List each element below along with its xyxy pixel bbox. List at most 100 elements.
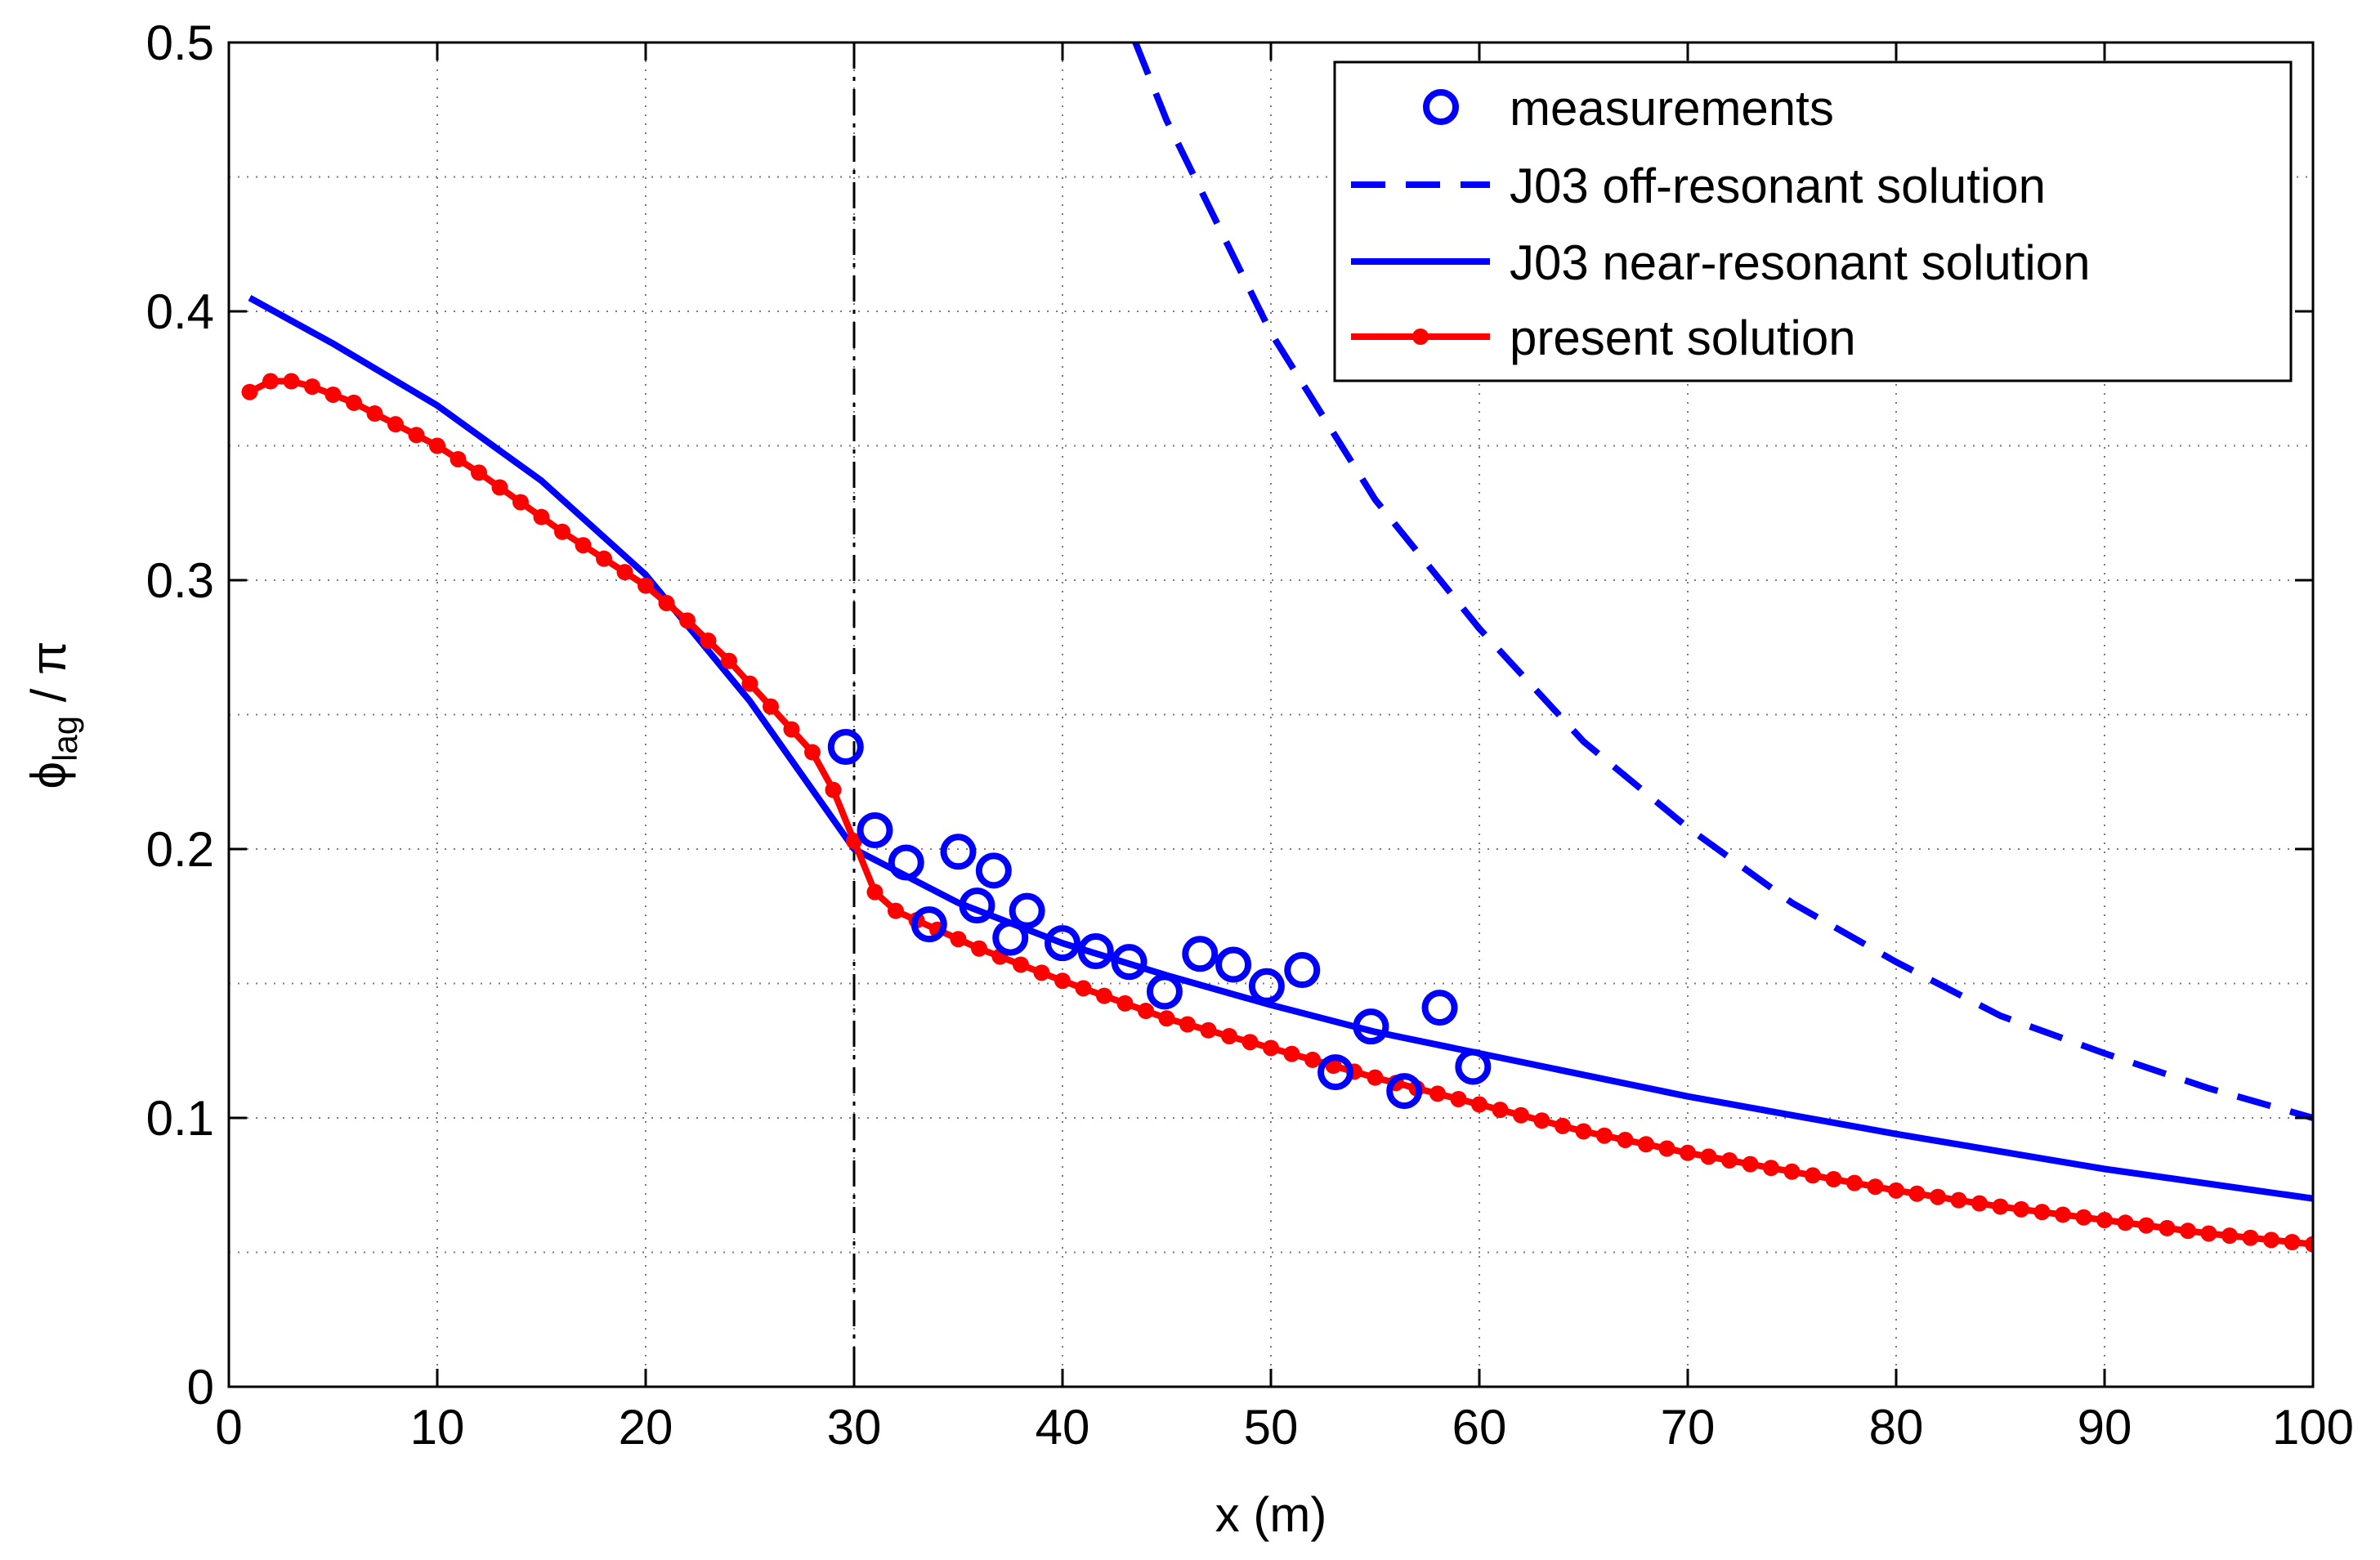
data-point-dot	[1721, 1151, 1738, 1169]
data-point-dot	[450, 450, 467, 467]
data-point-dot	[1971, 1195, 1988, 1212]
data-point-dot	[596, 550, 612, 567]
x-tick-label: 40	[1036, 1400, 1090, 1455]
x-tick-label: 80	[1869, 1400, 1924, 1455]
data-point-measurement	[1045, 925, 1080, 962]
data-point-dot	[2013, 1200, 2029, 1218]
data-point-measurement	[1077, 933, 1114, 970]
data-point-dot	[1513, 1106, 1529, 1124]
data-point-measurement	[1111, 944, 1148, 981]
data-point-dot	[971, 940, 987, 957]
data-point-dot	[763, 698, 779, 715]
data-point-dot	[1992, 1198, 2009, 1215]
data-point-dot	[1638, 1136, 1654, 1153]
data-point-dot	[1116, 995, 1134, 1012]
data-point-measurement	[1182, 936, 1219, 972]
data-point-measurement	[1318, 1054, 1354, 1091]
y-tick-label: 0.2	[146, 822, 214, 877]
data-point-dot	[346, 394, 362, 411]
y-axis-title-rest: / π	[21, 641, 76, 715]
data-point-dot	[1742, 1155, 1759, 1173]
data-point-dot	[1138, 1003, 1154, 1020]
data-point-dot	[1763, 1160, 1779, 1177]
data-point-dot	[575, 537, 592, 554]
series-measurements	[827, 728, 1492, 1110]
data-point-dot	[1555, 1117, 1571, 1134]
data-point-dot	[679, 612, 696, 629]
data-point-dot	[616, 564, 633, 581]
data-point-dot	[1179, 1016, 1196, 1033]
data-point-dot	[888, 902, 904, 919]
data-point-dot	[1283, 1045, 1300, 1062]
y-tick-label: 0.1	[146, 1091, 214, 1146]
data-point-dot	[283, 373, 300, 390]
data-point-dot	[533, 508, 550, 525]
data-point-dot	[304, 378, 320, 396]
data-point-measurement	[1215, 946, 1252, 983]
x-axis-title: x (m)	[1215, 1487, 1327, 1542]
data-point-dot	[1700, 1148, 1717, 1165]
legend-item-j03-near-resonant: J03 near-resonant solution	[1351, 235, 2090, 290]
data-point-dot	[429, 437, 445, 454]
data-point-dot	[721, 652, 737, 669]
legend-box	[1333, 60, 2293, 382]
legend-label: J03 off-resonant solution	[1510, 159, 2046, 213]
legend-item-measurements: measurements	[1423, 81, 1834, 136]
data-point-dot	[1658, 1140, 1675, 1157]
data-point-dot	[1054, 972, 1071, 990]
data-point-dot	[1492, 1102, 1509, 1119]
x-tick-label: 100	[2272, 1400, 2354, 1455]
legend-item-present-solution: present solution	[1351, 311, 1856, 365]
data-point-dot	[783, 721, 800, 738]
data-point-dot	[1096, 987, 1112, 1004]
data-point-measurement	[1421, 990, 1458, 1026]
data-point-dot	[471, 464, 487, 481]
data-point-measurement	[992, 919, 1029, 956]
data-point-dot	[2242, 1229, 2259, 1246]
x-tick-label: 10	[410, 1400, 465, 1455]
data-point-measurement	[1386, 1073, 1423, 1110]
data-point-dot	[262, 373, 279, 390]
data-point-dot	[554, 523, 570, 540]
data-point-dot	[491, 479, 508, 496]
data-point-dot	[1680, 1144, 1696, 1161]
data-point-dot	[1241, 1034, 1259, 1051]
data-point-dot	[1158, 1010, 1175, 1027]
legend-dot	[1412, 329, 1429, 345]
data-point-measurement	[959, 887, 995, 924]
x-tick-label: 90	[2078, 1400, 2132, 1455]
data-point-dot	[846, 833, 862, 850]
data-point-measurement	[975, 852, 1012, 889]
data-point-dot	[700, 632, 717, 650]
data-point-dot	[1805, 1167, 1821, 1184]
data-point-dot	[366, 405, 383, 422]
y-tick-label: 0.4	[146, 284, 214, 339]
data-point-dot	[387, 416, 404, 433]
series-line-dashed	[1132, 42, 2313, 1121]
data-point-dot	[1930, 1188, 1946, 1205]
data-point-measurement	[888, 844, 924, 881]
data-point-dot	[1617, 1131, 1634, 1148]
series-j03-off-resonant-solution	[1132, 42, 2313, 1121]
y-axis-title-subscript: lag	[46, 716, 84, 762]
data-point-dot	[741, 675, 758, 692]
data-point-dot	[1950, 1191, 1967, 1209]
data-point-dot	[2180, 1223, 2196, 1240]
data-point-dot	[1221, 1027, 1237, 1044]
data-point-dot	[1533, 1112, 1550, 1129]
y-tick-label: 0.3	[146, 553, 214, 608]
data-point-dot	[2221, 1227, 2238, 1245]
data-point-dot	[638, 577, 654, 594]
data-point-dot	[1825, 1171, 1842, 1188]
data-point-dot	[324, 386, 342, 403]
legend: measurements J03 off-resonant solution J…	[1333, 60, 2293, 382]
data-point-dot	[2305, 1236, 2313, 1253]
data-point-dot	[1367, 1069, 1384, 1086]
data-point-dot	[866, 883, 884, 901]
data-point-dot	[1429, 1085, 1446, 1102]
data-point-dot	[1033, 964, 1050, 981]
series-present-solution	[241, 373, 2313, 1253]
legend-label: J03 near-resonant solution	[1510, 235, 2090, 290]
data-point-dot	[1575, 1123, 1592, 1140]
legend-marker-circle	[1423, 89, 1459, 125]
